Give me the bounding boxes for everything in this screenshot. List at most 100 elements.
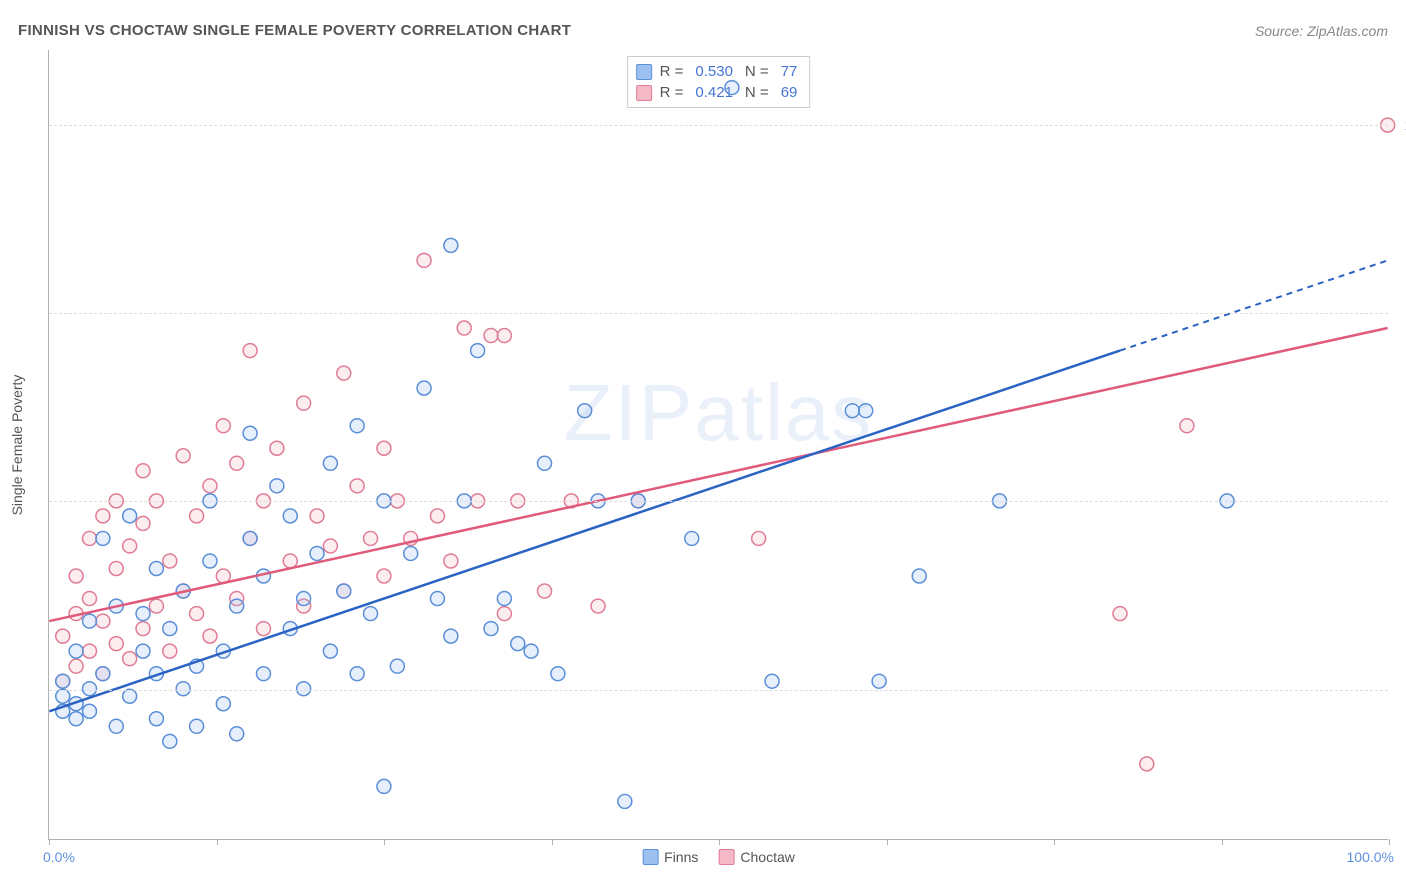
data-point: [912, 569, 926, 583]
data-point: [83, 531, 97, 545]
data-point: [69, 712, 83, 726]
data-point: [859, 404, 873, 418]
gridline: [49, 125, 1388, 126]
data-point: [96, 667, 110, 681]
data-point: [484, 329, 498, 343]
data-point: [1140, 757, 1154, 771]
data-point: [1113, 607, 1127, 621]
data-point: [310, 546, 324, 560]
data-point: [538, 456, 552, 470]
data-point: [149, 561, 163, 575]
data-point: [444, 554, 458, 568]
data-point: [216, 697, 230, 711]
data-point: [203, 479, 217, 493]
y-tick-label: 25.0%: [1392, 682, 1406, 698]
data-point: [323, 456, 337, 470]
data-point: [230, 727, 244, 741]
data-point: [364, 531, 378, 545]
data-point: [417, 253, 431, 267]
legend-item-finns: Finns: [642, 849, 698, 865]
data-point: [243, 426, 257, 440]
data-point: [149, 712, 163, 726]
data-point: [69, 644, 83, 658]
data-point: [163, 622, 177, 636]
x-tick: [217, 839, 218, 845]
data-point: [497, 329, 511, 343]
data-point: [323, 539, 337, 553]
data-point: [337, 584, 351, 598]
data-point: [752, 531, 766, 545]
data-point: [123, 539, 137, 553]
data-point: [123, 652, 137, 666]
data-point: [136, 607, 150, 621]
data-point: [203, 629, 217, 643]
data-point: [96, 614, 110, 628]
data-point: [484, 622, 498, 636]
chart-plot-area: Single Female Poverty ZIPatlas R = 0.530…: [48, 50, 1388, 840]
data-point: [323, 644, 337, 658]
data-point: [69, 569, 83, 583]
data-point: [69, 659, 83, 673]
x-tick: [719, 839, 720, 845]
data-point: [511, 637, 525, 651]
data-point: [96, 509, 110, 523]
data-point: [685, 531, 699, 545]
source-attribution: Source: ZipAtlas.com: [1255, 23, 1388, 39]
data-point: [123, 509, 137, 523]
data-point: [364, 607, 378, 621]
data-point: [83, 644, 97, 658]
data-point: [149, 599, 163, 613]
data-point: [578, 404, 592, 418]
data-point: [1180, 419, 1194, 433]
data-point: [390, 659, 404, 673]
data-point: [83, 592, 97, 606]
data-point: [163, 554, 177, 568]
data-point: [56, 674, 70, 688]
data-point: [430, 509, 444, 523]
x-tick: [1054, 839, 1055, 845]
data-point: [256, 622, 270, 636]
data-point: [350, 419, 364, 433]
data-point: [404, 546, 418, 560]
legend-label-choctaw: Choctaw: [740, 849, 794, 865]
data-point: [163, 644, 177, 658]
data-point: [497, 607, 511, 621]
data-point: [190, 607, 204, 621]
data-point: [256, 667, 270, 681]
data-point: [96, 531, 110, 545]
x-tick: [552, 839, 553, 845]
data-point: [136, 464, 150, 478]
x-tick: [1222, 839, 1223, 845]
gridline: [49, 690, 1388, 691]
regression-line: [49, 328, 1387, 621]
x-axis-start-label: 0.0%: [43, 849, 75, 865]
data-point: [538, 584, 552, 598]
gridline: [49, 313, 1388, 314]
legend-item-choctaw: Choctaw: [718, 849, 794, 865]
data-point: [765, 674, 779, 688]
data-point: [283, 509, 297, 523]
data-point: [109, 561, 123, 575]
swatch-finns-icon: [642, 849, 658, 865]
data-point: [471, 344, 485, 358]
data-point: [176, 449, 190, 463]
data-point: [190, 719, 204, 733]
chart-title: FINNISH VS CHOCTAW SINGLE FEMALE POVERTY…: [18, 22, 571, 39]
legend-label-finns: Finns: [664, 849, 698, 865]
series-legend: Finns Choctaw: [642, 849, 795, 865]
x-tick: [49, 839, 50, 845]
data-point: [350, 479, 364, 493]
data-point: [230, 456, 244, 470]
scatter-svg: [49, 50, 1388, 839]
data-point: [283, 554, 297, 568]
data-point: [377, 441, 391, 455]
data-point: [377, 779, 391, 793]
data-point: [83, 704, 97, 718]
data-point: [136, 622, 150, 636]
data-point: [297, 396, 311, 410]
data-point: [725, 81, 739, 95]
x-tick: [887, 839, 888, 845]
y-tick-label: 100.0%: [1392, 117, 1406, 133]
data-point: [56, 629, 70, 643]
y-axis-title: Single Female Poverty: [9, 374, 25, 515]
